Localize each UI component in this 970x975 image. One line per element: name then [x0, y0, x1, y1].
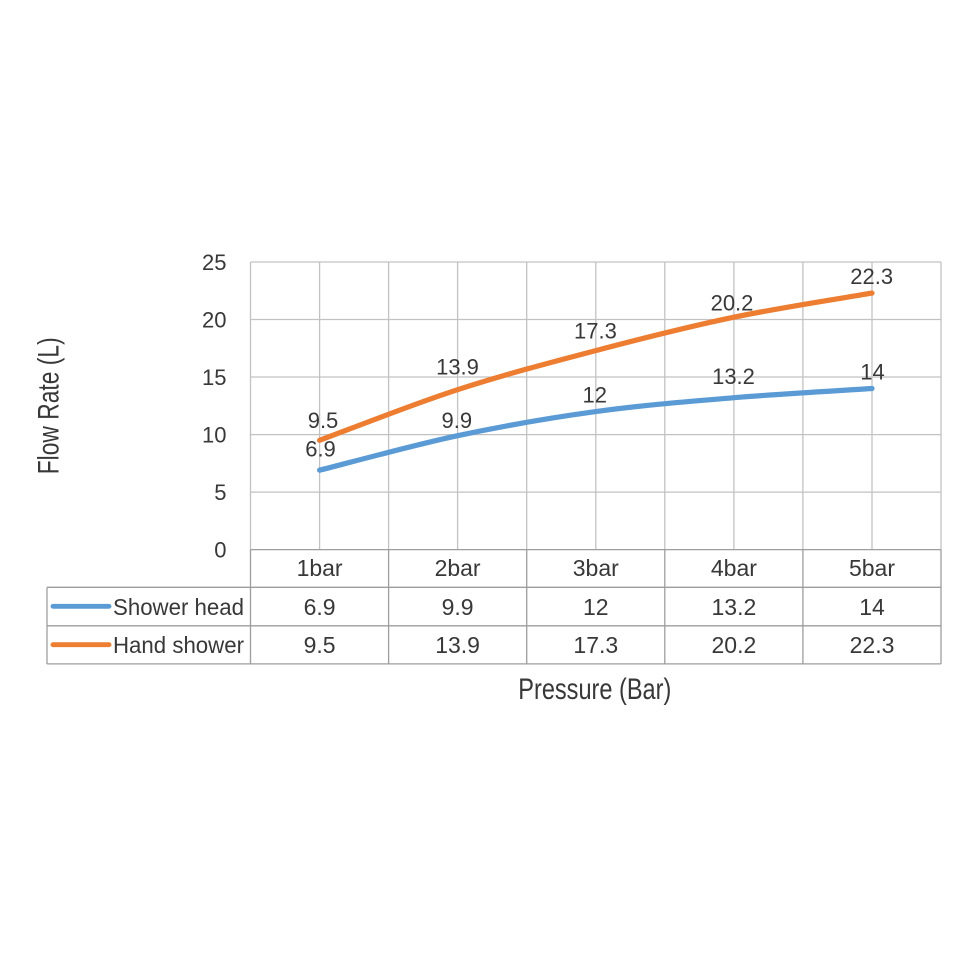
svg-text:13.2: 13.2: [712, 594, 757, 620]
svg-text:13.9: 13.9: [436, 355, 479, 380]
svg-text:9.9: 9.9: [442, 408, 473, 433]
svg-text:5bar: 5bar: [849, 555, 895, 581]
svg-text:6.9: 6.9: [305, 437, 336, 462]
svg-text:Shower head: Shower head: [113, 594, 244, 620]
svg-text:Pressure (Bar): Pressure (Bar): [518, 673, 671, 706]
svg-text:22.3: 22.3: [850, 264, 893, 289]
svg-text:15: 15: [202, 365, 226, 390]
svg-text:Hand shower: Hand shower: [113, 632, 244, 658]
svg-text:9.5: 9.5: [308, 408, 339, 433]
svg-text:20.2: 20.2: [711, 291, 754, 316]
svg-text:3bar: 3bar: [573, 555, 619, 581]
svg-text:5: 5: [214, 480, 226, 505]
svg-text:22.3: 22.3: [850, 632, 895, 658]
svg-text:2bar: 2bar: [435, 555, 481, 581]
svg-text:12: 12: [583, 594, 609, 620]
svg-text:14: 14: [860, 359, 884, 384]
svg-text:13.2: 13.2: [712, 364, 755, 389]
svg-text:9.9: 9.9: [442, 594, 474, 620]
svg-text:10: 10: [202, 423, 226, 448]
svg-text:20: 20: [202, 308, 226, 333]
svg-text:25: 25: [202, 250, 226, 275]
svg-text:20.2: 20.2: [712, 632, 757, 658]
svg-text:9.5: 9.5: [304, 632, 336, 658]
svg-text:1bar: 1bar: [297, 555, 343, 581]
svg-text:4bar: 4bar: [711, 555, 757, 581]
svg-text:0: 0: [214, 538, 226, 563]
svg-text:17.3: 17.3: [574, 318, 617, 343]
svg-text:6.9: 6.9: [304, 594, 336, 620]
svg-text:17.3: 17.3: [573, 632, 618, 658]
svg-text:13.9: 13.9: [435, 632, 480, 658]
svg-text:Flow Rate (L): Flow Rate (L): [33, 337, 66, 474]
svg-text:14: 14: [859, 594, 885, 620]
svg-text:12: 12: [582, 383, 606, 408]
